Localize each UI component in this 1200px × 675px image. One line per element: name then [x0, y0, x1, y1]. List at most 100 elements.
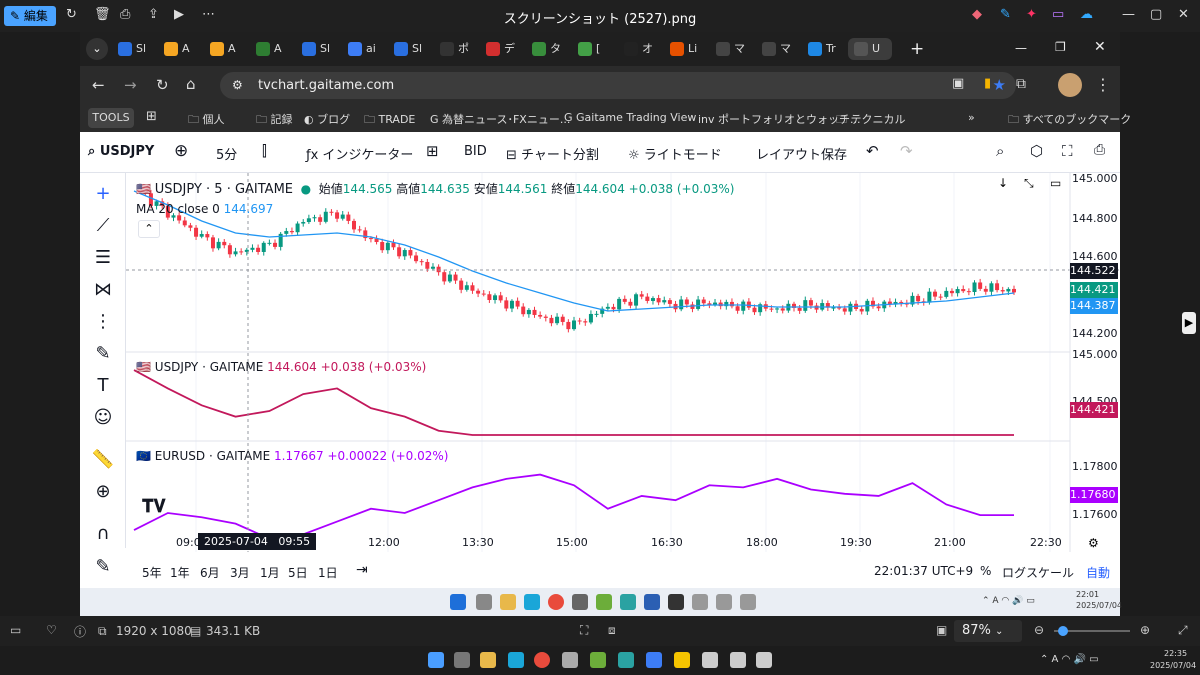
edge-icon[interactable]: [508, 652, 524, 668]
share-icon[interactable]: ⇪: [148, 7, 159, 22]
cloud-icon[interactable]: ☁: [1080, 7, 1093, 22]
indicators-button[interactable]: ƒx インジケーター: [306, 148, 414, 163]
browser-tab[interactable]: A: [250, 38, 290, 60]
browser-tab[interactable]: Li: [664, 38, 704, 60]
new-tab-icon[interactable]: +: [910, 39, 925, 59]
app-icon[interactable]: [620, 594, 636, 610]
zoom-out-icon[interactable]: ⊖: [1034, 623, 1045, 637]
forward-icon[interactable]: →: [124, 76, 137, 94]
app-icon[interactable]: [562, 652, 578, 668]
fullscreen-icon[interactable]: ⛶: [1062, 142, 1073, 160]
bookmarks-overflow-icon[interactable]: »: [968, 111, 975, 124]
save-layout-button[interactable]: レイアウト保存: [756, 144, 847, 163]
undo-icon[interactable]: ↶: [866, 142, 879, 160]
browser-tab[interactable]: A: [204, 38, 244, 60]
app-icon[interactable]: [590, 652, 606, 668]
text-icon[interactable]: T: [97, 375, 109, 396]
app-icon[interactable]: [572, 594, 588, 610]
close-icon[interactable]: ✕: [1178, 7, 1189, 22]
range-5d[interactable]: 5日: [288, 566, 308, 580]
bookmark-item-technical[interactable]: 🗀 テクニカル: [836, 113, 906, 126]
edge-icon[interactable]: [524, 594, 540, 610]
edit-button[interactable]: ✎ 編集: [4, 6, 56, 26]
zoom-in-icon[interactable]: ⊕: [95, 481, 111, 502]
browser-tab[interactable]: ポ: [434, 38, 474, 60]
bookmark-item-kiroku[interactable]: 🗀 記録: [256, 113, 293, 126]
trendline-icon[interactable]: ⟋: [96, 215, 110, 236]
start-icon[interactable]: [450, 594, 466, 610]
compare-add-icon[interactable]: ⊕: [174, 141, 189, 161]
tray-icons[interactable]: ⌃ A ◠ 🔊 ▭: [1040, 654, 1099, 665]
zoom-dropdown[interactable]: 87% ⌄: [954, 620, 1022, 642]
candle-type-icon[interactable]: ⫿: [262, 142, 267, 160]
url-field[interactable]: ⚙ tvchart.gaitame.com ★: [220, 72, 1016, 99]
apps-grid-icon[interactable]: ⊞: [146, 109, 157, 124]
pane-collapse-icon[interactable]: ⤡: [1024, 176, 1034, 190]
bookmark-item-portfolio[interactable]: inv ポートフォリオとウォッチ...: [698, 113, 861, 126]
info-icon[interactable]: ⓘ: [74, 625, 87, 639]
light-mode-button[interactable]: ☼ ライトモード: [628, 148, 722, 163]
tray-icons[interactable]: ⌃ A ◠ 🔊 ▭: [982, 596, 1035, 606]
back-icon[interactable]: ←: [92, 76, 105, 94]
app-icon[interactable]: [674, 652, 690, 668]
templates-icon[interactable]: ⊞: [426, 142, 439, 160]
slideshow-icon[interactable]: ▶: [174, 7, 184, 22]
extensions-puzzle-icon[interactable]: ⧉: [1016, 76, 1026, 92]
search-icon[interactable]: [476, 594, 492, 610]
menu-kebab-icon[interactable]: ⋮: [1095, 75, 1111, 94]
fib-icon[interactable]: ☰: [94, 247, 112, 268]
log-scale-toggle[interactable]: ログスケール: [1002, 566, 1075, 580]
quick-search-icon[interactable]: ⌕: [996, 142, 1005, 160]
explorer-icon[interactable]: [480, 652, 496, 668]
explorer-icon[interactable]: [500, 594, 516, 610]
browser-tab[interactable]: Tr: [802, 38, 842, 60]
minimize-icon[interactable]: —: [1122, 7, 1135, 22]
fit-icon[interactable]: ▣: [936, 623, 948, 637]
browser-tab[interactable]: [: [572, 38, 612, 60]
start-icon[interactable]: [428, 652, 444, 668]
bookmark-item-trade[interactable]: 🗀 TRADE: [364, 113, 416, 126]
app-icon[interactable]: [646, 652, 662, 668]
browser-minimize-icon[interactable]: —: [1015, 41, 1027, 55]
range-5y[interactable]: 5年: [142, 566, 162, 580]
browser-tab[interactable]: ai: [342, 38, 382, 60]
collapse-legend-button[interactable]: ⌃: [138, 220, 160, 238]
bookmark-item-kojin[interactable]: 🗀 個人: [188, 113, 225, 126]
time-axis-settings-icon[interactable]: ⚙: [1088, 536, 1099, 550]
camera-icon[interactable]: ⎙: [1094, 142, 1106, 158]
browser-tab[interactable]: オ: [618, 38, 658, 60]
browser-tab[interactable]: Sl: [388, 38, 428, 60]
bookmark-item-blog[interactable]: ◐ ブログ: [304, 113, 351, 126]
auto-scale-toggle[interactable]: 自動: [1086, 566, 1111, 580]
app-icon[interactable]: [716, 594, 732, 610]
app-icon[interactable]: [730, 652, 746, 668]
tab-search-button[interactable]: ⌄: [86, 38, 108, 60]
crop-icon[interactable]: ⛶: [580, 623, 589, 637]
symbol-search[interactable]: ⌕ USDJPY: [88, 144, 155, 159]
fullscreen-icon[interactable]: ⤢: [1178, 623, 1188, 637]
browser-tab[interactable]: マ: [756, 38, 796, 60]
app-icon[interactable]: [644, 594, 660, 610]
chrome-icon[interactable]: [534, 652, 550, 668]
more-icon[interactable]: ⋯: [202, 7, 215, 22]
browser-tab[interactable]: A: [158, 38, 198, 60]
next-image-button[interactable]: ▶: [1182, 312, 1196, 334]
bookmark-all[interactable]: 🗀 すべてのブックマーク: [1008, 113, 1132, 126]
bookmark-tools[interactable]: TOOLS: [88, 108, 134, 128]
range-6m[interactable]: 6月: [200, 566, 220, 580]
effects-icon[interactable]: ✦: [1026, 7, 1037, 22]
app-icon[interactable]: [740, 594, 756, 610]
browser-tab[interactable]: U: [848, 38, 892, 60]
crosshair-icon[interactable]: +: [95, 183, 111, 204]
bookmark-star-icon[interactable]: ★: [992, 76, 1006, 94]
range-1d[interactable]: 1日: [318, 566, 338, 580]
ruler-icon[interactable]: 📏: [91, 449, 115, 470]
app-icon[interactable]: [756, 652, 772, 668]
browser-tab[interactable]: Sl: [112, 38, 152, 60]
rotate-icon[interactable]: ↻: [66, 7, 77, 22]
split-button[interactable]: ⊟ チャート分割: [506, 148, 599, 163]
browser-close-icon[interactable]: ✕: [1094, 39, 1106, 55]
site-info-icon[interactable]: ⚙: [232, 78, 243, 92]
reload-icon[interactable]: ↻: [156, 76, 169, 94]
zoom-in-icon[interactable]: ⊕: [1140, 623, 1151, 637]
